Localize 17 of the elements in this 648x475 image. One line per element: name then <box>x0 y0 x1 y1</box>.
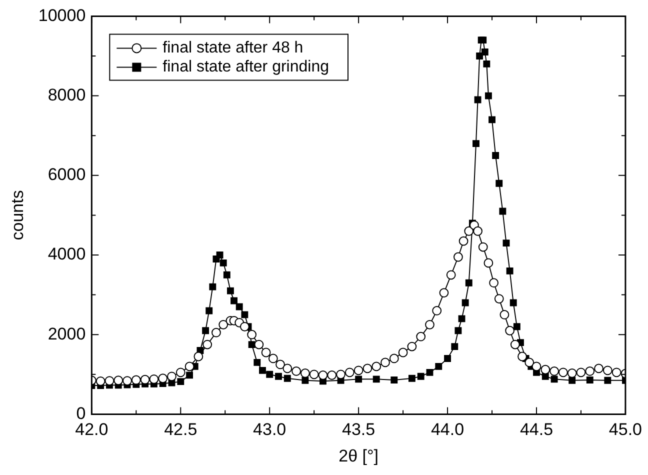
y-tick-label: 8000 <box>48 85 86 104</box>
legend-label: final state after grinding <box>162 58 329 76</box>
legend-label: final state after 48 h <box>162 40 304 57</box>
y-tick-label: 10000 <box>38 6 86 25</box>
x-tick-label: 42.0 <box>75 420 108 440</box>
x-tick-label: 43.0 <box>253 420 286 440</box>
x-tick-label: 43.5 <box>342 420 376 440</box>
y-tick-label: 6000 <box>48 165 86 184</box>
y-tick-label: 0 <box>76 404 86 423</box>
y-tick-label: 2000 <box>48 324 86 344</box>
x-axis-title: 2θ [°] <box>338 446 379 466</box>
x-tick-label: 42.5 <box>164 420 198 440</box>
x-tick-label: 45.0 <box>608 420 642 440</box>
x-tick-label: 44.5 <box>520 420 554 440</box>
x-tick-label: 44.0 <box>430 420 464 440</box>
y-axis-title: counts <box>8 190 27 240</box>
y-tick-label: 4000 <box>48 244 86 264</box>
